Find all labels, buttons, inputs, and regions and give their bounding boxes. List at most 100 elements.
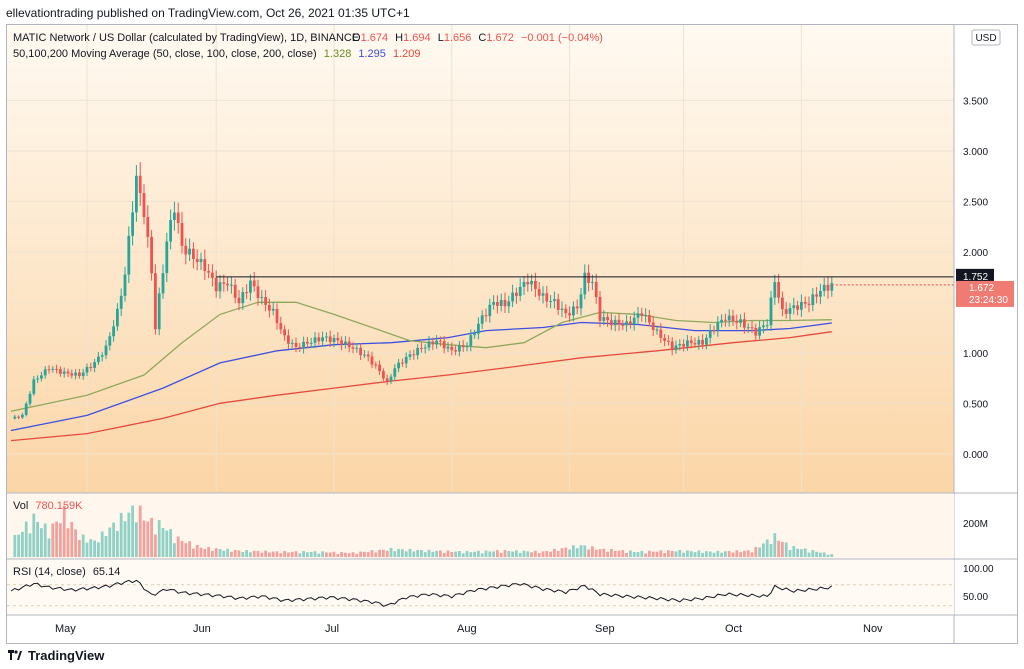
candle-body <box>625 321 628 326</box>
volume-bar <box>568 549 571 557</box>
candle-body <box>100 355 104 357</box>
volume-bar <box>176 536 180 557</box>
candlesticks <box>13 162 834 420</box>
volume-bar <box>537 553 541 557</box>
candle-body <box>572 306 575 316</box>
price-scale[interactable]: 3.5003.0002.5002.0001.5001.0000.5000.000… <box>956 96 1014 461</box>
candle-body <box>332 338 336 343</box>
candle-body <box>203 259 207 272</box>
volume-bar <box>781 541 784 557</box>
candle-body <box>116 308 119 327</box>
candle-body <box>556 299 560 310</box>
candle-body <box>47 369 51 371</box>
volume-bar <box>404 551 408 557</box>
candle-body <box>724 319 727 321</box>
candle-body <box>469 335 473 346</box>
volume-bar <box>724 551 727 557</box>
volume-bar <box>648 550 651 557</box>
candle-body <box>716 322 720 331</box>
candle-body <box>408 354 412 357</box>
time-axis[interactable]: May Jun Jul Aug Sep Oct Nov <box>55 623 883 635</box>
volume-bar <box>682 552 685 557</box>
volume-bar <box>480 553 484 557</box>
candle-body <box>325 336 328 338</box>
volume-bar <box>617 550 621 557</box>
volume-bar <box>382 549 385 557</box>
volume-bar <box>777 540 780 557</box>
candle-body <box>511 292 514 302</box>
candle-body <box>161 273 165 294</box>
volume-bar <box>591 546 594 557</box>
candle-body <box>374 364 378 366</box>
candle-body <box>256 286 260 299</box>
volume-bar <box>636 552 640 557</box>
volume-bar <box>290 551 294 557</box>
candle-body <box>743 319 746 328</box>
volume-bar <box>203 549 207 557</box>
candle-body <box>176 212 180 224</box>
volume-bar <box>47 538 51 557</box>
tradingview-logo-icon <box>8 649 22 660</box>
price-chart[interactable]: MATIC Network / US Dollar (calculated by… <box>7 25 1017 643</box>
candle-body <box>146 217 150 237</box>
volume-bar <box>36 521 39 557</box>
candle-body <box>598 297 602 321</box>
rsi-legend: RSI (14, close) 65.14 <box>13 566 120 578</box>
candle-body <box>803 301 807 304</box>
volume-bar <box>473 551 476 557</box>
candle-body <box>393 368 397 377</box>
volume-bar <box>241 552 245 557</box>
volume-bar <box>446 550 450 557</box>
candle-body <box>693 343 697 345</box>
candle-body <box>81 372 85 377</box>
ma-path <box>10 331 832 442</box>
candle-body <box>507 301 511 307</box>
volume-bar <box>667 550 670 557</box>
candle-body <box>739 319 742 323</box>
volume-bar <box>275 551 279 557</box>
candle-body <box>815 294 818 297</box>
usd-button[interactable]: USD <box>971 29 1001 46</box>
candle-body <box>138 175 142 194</box>
candle-body <box>423 347 427 349</box>
candle-body <box>765 325 769 327</box>
candle-body <box>553 299 556 302</box>
volume-bar <box>659 550 663 557</box>
candle-body <box>667 340 670 342</box>
candle-body <box>458 345 461 352</box>
volume-bar <box>815 551 818 557</box>
candle-body <box>104 345 108 356</box>
volume-bar <box>735 550 739 557</box>
volume-bar <box>670 550 674 557</box>
volume-bar <box>260 552 264 557</box>
volume-bar <box>135 522 138 557</box>
volume-bar <box>663 553 666 557</box>
volume-bar <box>807 552 811 557</box>
candle-body <box>526 282 530 285</box>
candle-body <box>575 306 579 309</box>
volume-bar <box>731 552 735 557</box>
volume-bar <box>62 506 66 557</box>
volume-bar <box>416 550 419 557</box>
candle-body <box>826 284 830 291</box>
countdown-label: 23:24:30 <box>969 295 1008 306</box>
volume-bar <box>556 551 560 557</box>
candle-body <box>283 329 286 336</box>
candle-body <box>788 308 792 314</box>
resistance-price-tag <box>956 268 994 284</box>
candle-body <box>530 280 533 285</box>
candle-body <box>560 308 564 310</box>
volume-bar <box>230 551 233 557</box>
volume-bar <box>784 542 788 557</box>
volume-bar <box>332 551 336 557</box>
candle-body <box>465 345 469 348</box>
volume-bar <box>138 505 142 557</box>
volume-bar <box>97 542 100 557</box>
candle-body <box>389 376 393 382</box>
price-tick-label: 0.500 <box>963 399 988 410</box>
volume-bar <box>788 550 792 557</box>
volume-bar <box>268 552 271 557</box>
candle-body <box>670 341 674 351</box>
volume-bar <box>830 554 834 557</box>
volume-bar <box>712 552 716 557</box>
